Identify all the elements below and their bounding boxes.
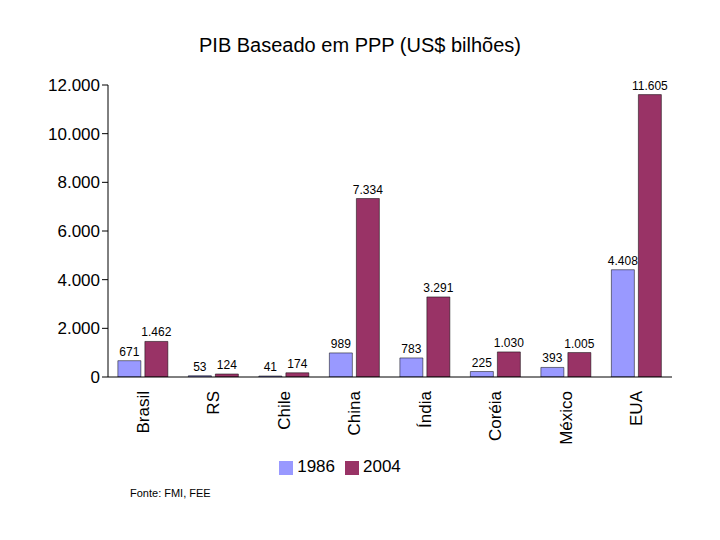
svg-text:Brasil: Brasil	[134, 391, 153, 434]
svg-text:41: 41	[264, 360, 278, 374]
svg-text:China: China	[345, 390, 364, 435]
svg-text:0: 0	[91, 368, 100, 387]
svg-text:Índia: Índia	[416, 390, 435, 427]
svg-text:11.605: 11.605	[632, 79, 668, 93]
svg-text:8.000: 8.000	[57, 173, 100, 192]
html-text:1986: 1986	[297, 457, 335, 476]
svg-text:225: 225	[472, 356, 492, 370]
svg-text:124: 124	[217, 358, 237, 372]
svg-text:Chile: Chile	[275, 391, 294, 430]
html-text:Fonte: FMI, FEE: Fonte: FMI, FEE	[130, 487, 211, 499]
html-text:2004: 2004	[363, 457, 401, 476]
svg-text:México: México	[557, 391, 576, 445]
svg-text:4.000: 4.000	[57, 271, 100, 290]
svg-text:1.462: 1.462	[141, 325, 171, 339]
svg-text:2.000: 2.000	[57, 319, 100, 338]
svg-text:RS: RS	[204, 391, 223, 415]
svg-text:671: 671	[119, 345, 139, 359]
svg-text:989: 989	[331, 337, 351, 351]
svg-text:6.000: 6.000	[57, 222, 100, 241]
svg-text:3.291: 3.291	[423, 281, 453, 295]
svg-text:10.000: 10.000	[48, 125, 100, 144]
svg-text:4.408: 4.408	[608, 254, 638, 268]
svg-text:1.005: 1.005	[564, 337, 594, 351]
svg-text:1.030: 1.030	[494, 336, 524, 350]
svg-text:174: 174	[287, 357, 307, 371]
html-text:PIB Baseado em PPP (US$ bilhõe: PIB Baseado em PPP (US$ bilhões)	[199, 34, 521, 56]
svg-text:12.000: 12.000	[48, 76, 100, 95]
svg-text:Coréia: Coréia	[486, 390, 505, 441]
svg-text:7.334: 7.334	[353, 183, 383, 197]
svg-text:53: 53	[193, 360, 207, 374]
svg-text:EUA: EUA	[627, 390, 646, 426]
svg-text:783: 783	[401, 342, 421, 356]
svg-text:393: 393	[542, 351, 562, 365]
